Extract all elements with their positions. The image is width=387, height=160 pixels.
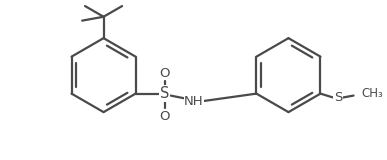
Text: S: S: [334, 91, 342, 104]
Text: CH₃: CH₃: [361, 87, 383, 100]
Text: O: O: [159, 109, 170, 123]
Text: S: S: [160, 86, 170, 101]
Text: O: O: [159, 67, 170, 80]
Text: NH: NH: [184, 95, 204, 108]
